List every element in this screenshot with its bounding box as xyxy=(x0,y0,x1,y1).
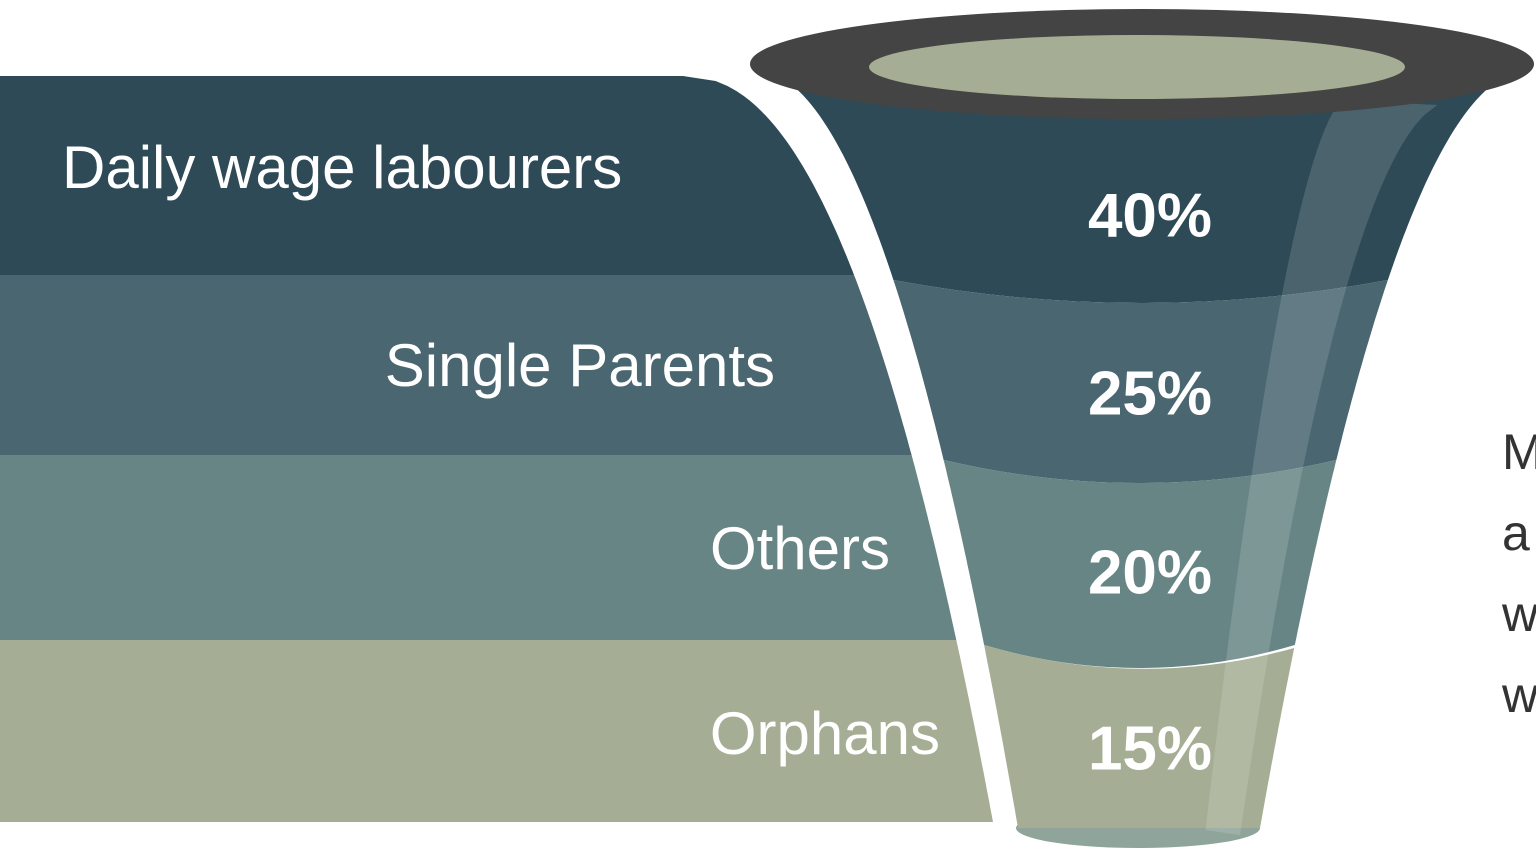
note-line: a xyxy=(1502,505,1530,561)
value-label: 40% xyxy=(1088,181,1212,250)
category-label: Orphans xyxy=(710,700,940,767)
category-label: Daily wage labourers xyxy=(62,134,622,201)
note-line: w xyxy=(1501,586,1536,642)
value-label: 20% xyxy=(1088,538,1212,607)
value-label: 25% xyxy=(1088,359,1212,428)
value-label: 15% xyxy=(1088,714,1212,783)
rim-inner xyxy=(869,35,1405,99)
category-label: Single Parents xyxy=(385,332,775,399)
note-line: w xyxy=(1501,667,1536,723)
funnel-slide: Daily wage labourers 40% Single Parents 25%… xyxy=(0,0,1536,852)
category-label: Others xyxy=(710,515,890,582)
funnel-rim xyxy=(750,9,1534,119)
note-line: M xyxy=(1502,424,1536,480)
